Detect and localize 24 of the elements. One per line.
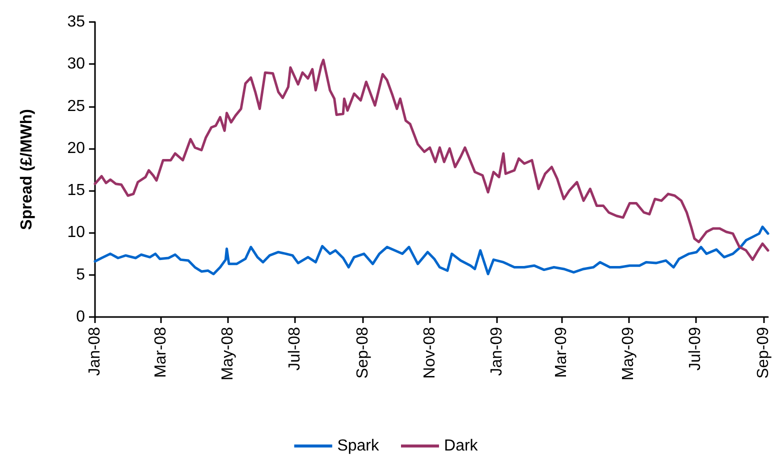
y-tick-label: 20 bbox=[67, 140, 86, 157]
x-tick-label: Sep-08 bbox=[354, 326, 372, 379]
y-tick-label: 5 bbox=[76, 266, 86, 284]
x-tick-label: Sep-09 bbox=[755, 326, 772, 379]
legend-label: Spark bbox=[337, 438, 380, 454]
y-tick-label: 35 bbox=[67, 14, 86, 30]
y-tick-label: 25 bbox=[67, 98, 86, 115]
legend-label: Dark bbox=[444, 438, 479, 454]
x-tick-label: Jan-09 bbox=[488, 326, 506, 376]
y-tick-label: 10 bbox=[67, 224, 86, 242]
y-tick-label: 15 bbox=[67, 182, 86, 200]
x-tick-label: Mar-08 bbox=[152, 326, 170, 378]
x-tick-label: Jul-09 bbox=[687, 326, 704, 371]
y-tick-label: 30 bbox=[67, 56, 86, 73]
x-tick-label: Mar-09 bbox=[553, 326, 570, 378]
line-series bbox=[94, 58, 770, 261]
x-tick-label: Jan-08 bbox=[86, 326, 104, 376]
x-tick-label: May-08 bbox=[219, 326, 236, 380]
x-tick-label: Nov-08 bbox=[421, 326, 438, 379]
y-tick-label: 0 bbox=[76, 308, 86, 326]
line-series bbox=[94, 226, 770, 276]
x-tick-label: Jul-08 bbox=[286, 326, 304, 371]
y-axis-title: Spread (£/MWh) bbox=[18, 109, 36, 230]
x-tick-label: May-09 bbox=[620, 326, 638, 380]
